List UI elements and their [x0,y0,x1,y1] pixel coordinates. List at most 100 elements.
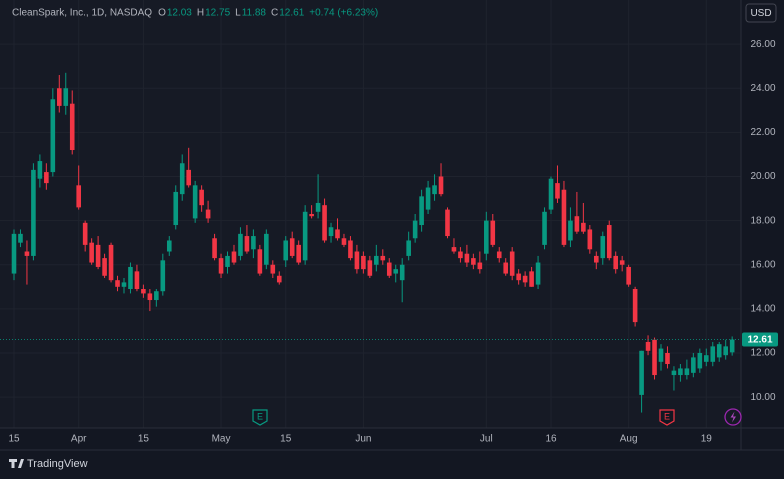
candle-body [522,275,528,283]
x-tick-label: 15 [138,434,150,445]
candle-body [270,264,276,274]
candle-body [354,251,360,270]
candle-body [574,216,580,232]
currency-label: USD [750,8,771,19]
legend-key: C [271,8,278,19]
candle-body [619,260,625,265]
currency-button[interactable] [745,3,777,23]
candle-body [716,344,722,358]
candle-body [11,233,17,274]
candle-body [121,282,127,287]
candle-body [490,220,496,245]
x-tick-label: Apr [71,434,87,445]
candle-body [445,209,450,237]
y-tick-label: 14.00 [750,304,775,315]
candle-body [665,352,670,365]
candle-body [587,229,593,250]
legend-title: CleanSpark, Inc., 1D, NASDAQ [12,8,152,19]
candle-body [691,357,696,373]
y-tick-label: 22.00 [750,127,775,138]
candle-body [632,289,638,323]
candle-body [69,103,75,151]
candle-body [276,275,282,283]
candle-body [386,262,392,276]
legend-value: 11.88 [242,8,267,19]
candle-body [238,233,243,256]
candle-body [166,240,172,252]
candle-body [134,271,140,290]
candle-body [309,214,314,217]
candle-body [335,229,340,239]
candle-body [496,251,502,259]
candle-body [471,258,476,265]
brand-logo: TradingView [9,458,88,470]
candle-body [684,368,690,376]
last-price-badge [742,332,778,347]
candle-body [361,255,366,270]
legend-value: 12.61 [279,8,304,19]
candle-body [251,236,256,250]
candle-body [419,196,424,226]
candle-body [484,220,489,254]
candle-body [283,240,289,261]
y-tick-label: 16.00 [750,259,775,270]
candle-body [289,238,295,256]
legend-key: L [235,8,241,19]
candle-body [703,355,709,362]
candle-body [451,247,457,252]
candle-body [503,262,509,274]
candle-body [639,350,644,395]
candle-body [438,176,444,195]
candle-body [425,187,431,210]
candle-body [328,227,334,237]
candle-body [548,178,554,210]
legend-value: 12.03 [167,8,192,19]
y-tick-label: 10.00 [750,392,775,403]
candle-body [179,163,185,195]
candle-body [697,352,703,369]
event-label: E [257,411,263,421]
candles [0,72,741,413]
candle-body [542,211,547,245]
candle-body [568,220,573,241]
candle-body [600,236,606,259]
candle-body [380,255,386,261]
x-tick-label: Jul [480,434,493,445]
candle-body [626,266,631,285]
candle-body [225,255,230,267]
event-marker[interactable] [659,409,675,426]
y-tick-label: 26.00 [750,39,775,50]
candle-body [710,346,716,362]
candle-body [412,220,418,239]
candle-body [218,258,224,274]
brand-name: TradingView [27,458,88,470]
candle-body [374,255,379,265]
event-circle[interactable] [724,408,742,426]
candle-body [529,271,534,287]
candle-body [37,161,43,179]
candle-body [561,189,567,245]
event-label: E [664,411,670,421]
candle-body [63,88,69,106]
candle-body [154,291,159,301]
candle-body [95,244,101,267]
legend-value: 12.75 [205,8,230,19]
event-marker[interactable] [252,409,268,426]
candle-body [458,251,463,259]
y-tick-label: 18.00 [750,215,775,226]
candle-body [56,88,62,106]
candle-body [257,249,263,274]
candle-body [244,236,250,252]
x-tick-label: 15 [280,434,292,445]
candle-body [671,370,677,376]
candle-body [594,255,599,263]
candle-body [516,273,521,281]
candle-body [477,262,483,270]
candle-body [173,191,179,226]
candle-body [264,233,269,265]
candle-body [82,222,88,245]
candle-body [141,289,146,294]
plot-area [0,0,741,428]
candle-body [509,251,515,276]
